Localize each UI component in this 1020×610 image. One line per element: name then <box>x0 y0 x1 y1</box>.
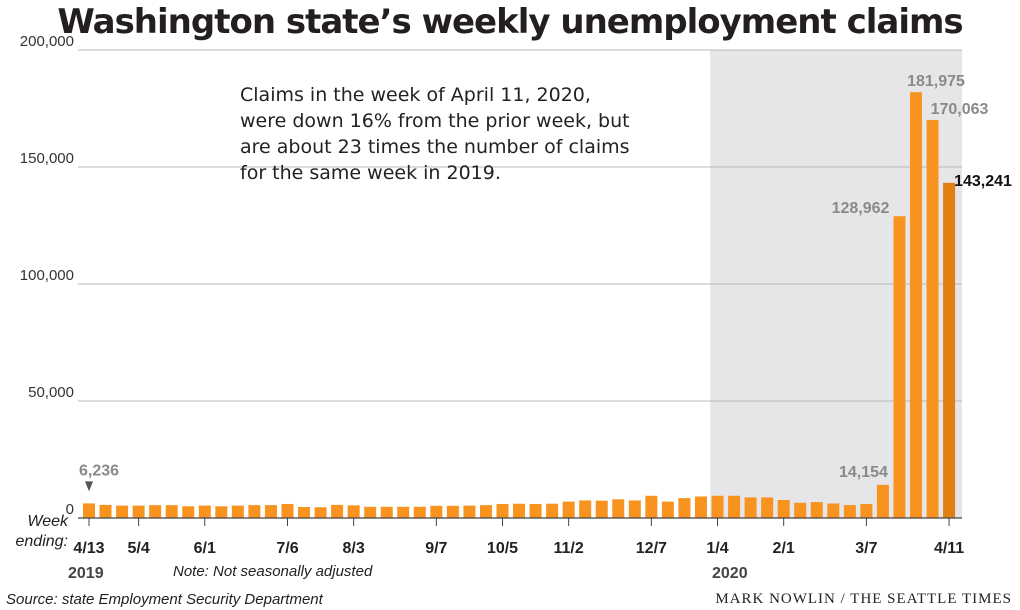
x-tick-label: 6/1 <box>194 540 216 557</box>
bar <box>149 505 162 518</box>
y-tick-label: 100,000 <box>20 267 74 284</box>
bar <box>810 502 823 518</box>
bar <box>794 502 807 518</box>
bar <box>893 216 906 518</box>
bar <box>777 499 790 518</box>
bar <box>562 501 575 518</box>
bar <box>198 505 211 518</box>
bar <box>281 503 294 518</box>
x-tick-label: 1/4 <box>706 540 728 557</box>
bar <box>231 505 244 518</box>
bar <box>711 495 724 518</box>
bar <box>413 506 426 518</box>
y-tick-label: 50,000 <box>28 384 74 401</box>
bar <box>529 503 542 518</box>
x-tick-label: 4/11 <box>934 540 964 557</box>
bar <box>661 501 674 518</box>
x-tick-label: 9/7 <box>425 540 447 557</box>
bar <box>744 497 757 518</box>
data-label: 181,975 <box>907 73 965 90</box>
bar <box>546 503 559 518</box>
data-label: 6,236 <box>79 462 119 479</box>
bar <box>99 504 112 518</box>
bar <box>298 507 311 518</box>
chart-title: Washington state’s weekly unemployment c… <box>57 2 963 42</box>
bar <box>430 505 443 518</box>
annotation-note: Claims in the week of April 11, 2020, we… <box>240 84 630 184</box>
bar <box>595 500 608 518</box>
adjustment-note: Note: Not seasonally adjusted <box>173 563 373 580</box>
bar <box>446 505 459 518</box>
bar <box>248 505 261 518</box>
bar <box>876 484 889 518</box>
year-label-2020: 2020 <box>712 565 748 582</box>
bar <box>943 182 956 519</box>
bar <box>182 506 195 518</box>
bar <box>728 495 741 518</box>
bar <box>331 504 344 518</box>
source-credit: Source: state Employment Security Depart… <box>6 591 323 608</box>
bar <box>215 506 228 518</box>
bar <box>397 506 410 518</box>
x-axis-label: Week ending: <box>15 513 69 550</box>
data-label: 143,241 <box>954 173 1012 190</box>
data-label: 14,154 <box>839 464 888 481</box>
bar <box>165 505 178 518</box>
bar <box>678 498 691 518</box>
author-credit: MARK NOWLIN / THE SEATTLE TIMES <box>715 591 1012 607</box>
label-pointer-icon <box>85 481 93 492</box>
bar <box>628 500 641 518</box>
bar <box>926 120 939 518</box>
x-tick-label: 7/6 <box>276 540 298 557</box>
bar <box>83 503 95 518</box>
bar <box>496 503 509 518</box>
bar <box>694 496 707 518</box>
year-label-2019: 2019 <box>68 565 104 582</box>
bar <box>479 505 492 518</box>
bar <box>116 505 129 518</box>
x-tick-label: 10/5 <box>487 540 518 557</box>
y-tick-label: 200,000 <box>20 33 74 50</box>
bar <box>364 506 377 518</box>
bar <box>132 505 145 518</box>
data-label: 170,063 <box>931 101 989 118</box>
bar <box>910 92 922 518</box>
x-tick-label: 11/2 <box>554 540 584 557</box>
bar <box>264 505 277 518</box>
x-tick-label: 2/1 <box>773 540 795 557</box>
bar <box>463 505 476 518</box>
y-tick-label: 150,000 <box>20 150 74 167</box>
bar <box>380 506 393 518</box>
bar <box>843 505 856 518</box>
data-label: 128,962 <box>832 200 890 217</box>
bar <box>612 499 625 518</box>
bar <box>513 503 526 518</box>
bar <box>827 503 840 518</box>
x-tick-label: 3/7 <box>855 540 877 557</box>
bar <box>860 503 873 518</box>
bar <box>761 497 774 518</box>
x-tick-label: 5/4 <box>127 540 149 557</box>
x-tick-label: 12/7 <box>636 540 667 557</box>
x-tick-label: 8/3 <box>343 540 365 557</box>
bar <box>645 495 658 518</box>
y-tick-label: 0 <box>66 501 74 518</box>
x-tick-label: 4/13 <box>73 540 104 557</box>
bar <box>314 507 327 518</box>
bar <box>579 500 592 518</box>
bar <box>347 505 360 518</box>
